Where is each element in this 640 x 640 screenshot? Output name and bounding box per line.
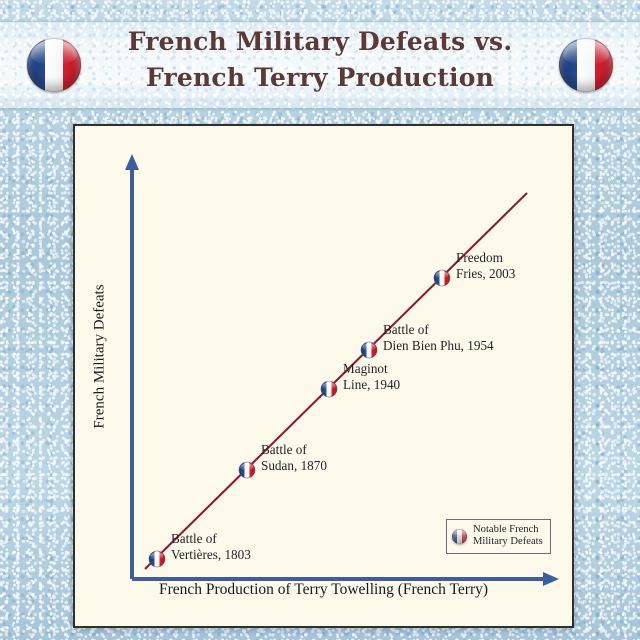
data-point-marker: [433, 269, 451, 287]
chart-legend: Notable French Military Defeats: [446, 519, 551, 554]
data-point-label-line-2: Sudan, 1870: [261, 457, 327, 473]
legend-label-line-2: Military Defeats: [473, 536, 543, 548]
plot-area: [125, 154, 559, 586]
data-point-label-line-2: Dien Bien Phu, 1954: [383, 337, 494, 353]
legend-french-flag-icon: [452, 528, 467, 544]
legend-label-line-1: Notable French: [473, 524, 539, 535]
data-point-label-line-2: Vertières, 1803: [171, 546, 251, 562]
header-band: [0, 22, 640, 108]
data-point-label-line-1: Battle of: [171, 531, 217, 546]
data-point-label: Battle of Dien Bien Phu, 1954: [383, 322, 494, 353]
data-point-label-line-2: Fries, 2003: [456, 265, 516, 281]
data-point-label-line-1: Freedom: [456, 250, 503, 265]
y-axis-arrow-icon: [125, 154, 139, 170]
data-point-marker: [238, 461, 256, 479]
french-flag-badge-left-icon: [27, 38, 81, 92]
x-axis-arrow-icon: [543, 572, 559, 586]
y-axis-title: French Military Defeats: [91, 284, 108, 429]
data-point-label: Freedom Fries, 2003: [456, 250, 515, 281]
page-title-line-2: French Terry Production: [146, 63, 494, 92]
data-point-label-line-2: Line, 1940: [343, 376, 401, 392]
data-point-marker: [360, 341, 378, 359]
data-point-label-line-1: Battle of: [383, 322, 429, 337]
data-point-label-line-1: Maginot: [343, 361, 388, 376]
data-point-label-line-1: Battle of: [261, 442, 307, 457]
x-axis-title: French Production of Terry Towelling (Fr…: [158, 581, 489, 598]
french-flag-badge-right-icon: [559, 38, 613, 92]
chart-panel: Battle of Vertières, 1803 Battle of Suda…: [73, 124, 574, 628]
data-point-label: Battle of Vertières, 1803: [171, 531, 251, 562]
data-point-label: Battle of Sudan, 1870: [261, 442, 327, 473]
data-point-marker: [148, 550, 166, 568]
page-title: French Military Defeats vs. French Terry…: [0, 24, 640, 96]
data-point-marker: [320, 380, 338, 398]
trend-line: [144, 192, 528, 570]
legend-label: Notable French Military Defeats: [473, 524, 543, 549]
data-point-label: Maginot Line, 1940: [343, 361, 400, 392]
page-title-line-1: French Military Defeats vs.: [127, 27, 513, 56]
